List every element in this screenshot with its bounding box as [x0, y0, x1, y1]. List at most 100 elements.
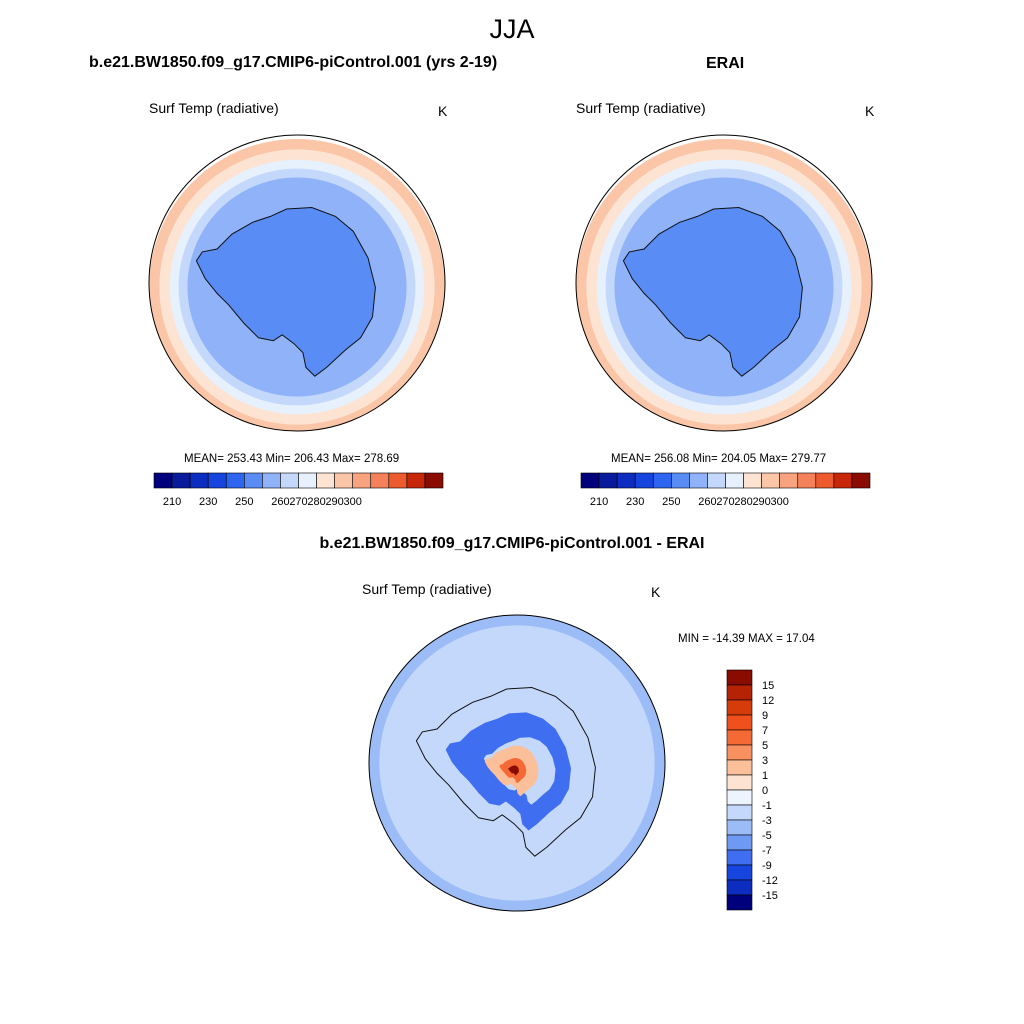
colorbar-swatch	[298, 472, 317, 489]
colorbar-tick-label: 280	[734, 496, 752, 508]
colorbar-swatch	[726, 804, 753, 821]
colorbar-tick-label: -5	[762, 830, 772, 842]
field-region-2-4	[508, 765, 519, 776]
colorbar-swatch	[726, 729, 753, 746]
colorbar-tick-label: 260	[271, 496, 289, 508]
colorbar-swatch	[725, 472, 744, 489]
colorbar-tick-label: 0	[762, 785, 768, 797]
colorbar-swatch	[726, 669, 753, 686]
colorbar-swatch	[616, 472, 636, 489]
colorbar-swatch	[726, 699, 753, 716]
colorbar-swatch	[726, 684, 753, 701]
colorbar-tick-label: 250	[235, 496, 253, 508]
colorbar-swatch	[424, 472, 444, 489]
colorbar-swatch	[726, 894, 753, 911]
colorbar-swatch	[797, 472, 817, 489]
colorbar-swatch	[388, 472, 408, 489]
coastline-1	[622, 206, 803, 377]
field-region-0-5	[196, 207, 376, 377]
colorbar-swatch	[189, 472, 209, 489]
colorbar-swatch	[225, 472, 245, 489]
colorbar-swatch	[761, 472, 780, 489]
map-border-2	[368, 614, 666, 912]
colorbar-swatch	[171, 472, 191, 489]
colorbar-tick-label: 210	[163, 496, 181, 508]
colorbar-tick-label: 3	[762, 755, 768, 767]
colorbar-swatch	[726, 774, 753, 791]
colorbar-tick-label: 250	[662, 496, 680, 508]
colorbar-tick-label: 270	[716, 496, 734, 508]
colorbar-swatch	[726, 759, 753, 776]
colorbar-swatch	[671, 472, 690, 489]
model-units-label: K	[438, 103, 448, 119]
colorbar-swatch	[743, 472, 762, 489]
colorbar-swatch	[406, 472, 426, 489]
colorbar-swatch	[634, 472, 654, 489]
colorbar-swatch	[815, 472, 835, 489]
diff-stats: MIN = -14.39 MAX = 17.04	[678, 633, 815, 645]
colorbar-swatch	[726, 819, 753, 836]
colorbar-2: 15 12 9 7 5 3 1 0 -1 -3 -5 -7 -9 -12 -15	[726, 669, 778, 911]
colorbar-tick-label: -7	[762, 845, 772, 857]
colorbar-tick-label: 210	[590, 496, 608, 508]
colorbar-tick-label: -3	[762, 815, 772, 827]
map-panel-2	[368, 614, 666, 912]
colorbar-swatch	[370, 472, 390, 489]
colorbar-tick-label: -9	[762, 860, 772, 872]
colorbar-swatch	[652, 472, 672, 489]
colorbar-tick-label: 260	[698, 496, 716, 508]
colorbar-tick-label: -1	[762, 800, 772, 812]
colorbar-swatch	[726, 744, 753, 761]
colorbar-swatch	[244, 472, 263, 489]
colorbar-swatch	[580, 472, 600, 489]
colorbar-tick-label: 7	[762, 725, 768, 737]
colorbar-0: 210 230 250 260 270 280 290 300	[153, 472, 444, 508]
colorbar-tick-label: 290	[325, 496, 343, 508]
colorbar-1: 210 230 250 260 270 280 290 300	[580, 472, 871, 508]
colorbar-tick-label: 300	[771, 496, 789, 508]
field-region-1-5	[623, 207, 803, 377]
colorbar-tick-label: -15	[762, 890, 778, 902]
obs-units-label: K	[865, 103, 875, 119]
diff-units-label: K	[651, 584, 661, 600]
colorbar-tick-label: 290	[752, 496, 770, 508]
colorbar-swatch	[726, 789, 753, 806]
colorbar-tick-label: 9	[762, 710, 768, 722]
map-panel-1	[575, 134, 873, 432]
colorbar-swatch	[689, 472, 708, 489]
colorbar-swatch	[153, 472, 173, 489]
colorbar-swatch	[707, 472, 726, 489]
coastline-0	[195, 206, 376, 377]
colorbar-swatch	[316, 472, 335, 489]
map-panel-0	[148, 134, 446, 432]
diff-panel-title: b.e21.BW1850.f09_g17.CMIP6-piControl.001…	[319, 535, 705, 552]
colorbar-tick-label: 230	[199, 496, 217, 508]
obs-panel-title: ERAI	[706, 55, 745, 72]
colorbar-tick-label: 270	[289, 496, 307, 508]
diff-variable-label: Surf Temp (radiative)	[362, 581, 492, 597]
colorbar-swatch	[280, 472, 299, 489]
colorbar-tick-label: 5	[762, 740, 768, 752]
colorbar-tick-label: 300	[344, 496, 362, 508]
map-border-0	[148, 134, 446, 432]
colorbar-swatch	[262, 472, 281, 489]
colorbar-swatch	[726, 879, 753, 896]
colorbar-swatch	[833, 472, 853, 489]
model-panel-title: b.e21.BW1850.f09_g17.CMIP6-piControl.001…	[89, 54, 498, 71]
model-variable-label: Surf Temp (radiative)	[149, 100, 279, 116]
colorbar-swatch	[726, 714, 753, 731]
colorbar-swatch	[598, 472, 618, 489]
colorbar-tick-label: 280	[307, 496, 325, 508]
colorbar-swatch	[779, 472, 799, 489]
colorbar-tick-label: -12	[762, 875, 778, 887]
colorbar-swatch	[726, 849, 753, 866]
colorbar-tick-label: 1	[762, 770, 768, 782]
colorbar-tick-label: 230	[626, 496, 644, 508]
colorbar-swatch	[334, 472, 353, 489]
map-border-1	[575, 134, 873, 432]
colorbar-swatch	[352, 472, 372, 489]
obs-stats: MEAN= 256.08 Min= 204.05 Max= 279.77	[611, 453, 827, 465]
colorbar-swatch	[207, 472, 227, 489]
colorbar-swatch	[726, 864, 753, 881]
